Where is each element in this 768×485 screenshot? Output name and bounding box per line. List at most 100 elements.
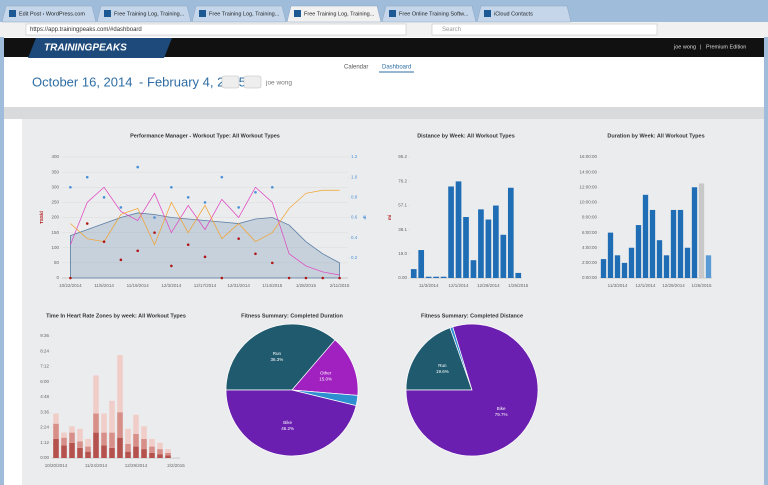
bar xyxy=(485,219,492,278)
y-axis-label: mi xyxy=(387,215,392,220)
data-dot xyxy=(321,276,325,280)
tab[interactable] xyxy=(1,5,97,23)
bar-segment xyxy=(85,446,91,452)
pie-slice xyxy=(225,323,336,391)
bar-segment xyxy=(53,423,59,439)
refresh-button[interactable] xyxy=(221,75,240,89)
app-header xyxy=(4,38,764,57)
tab[interactable] xyxy=(96,5,192,23)
search-placeholder: Search xyxy=(442,27,461,33)
bar-segment xyxy=(117,412,123,438)
tab-title: Free Training Log, Training... xyxy=(209,11,280,17)
slice-label: Other xyxy=(320,370,332,375)
bar-segment xyxy=(133,446,139,458)
y-tick-label: 300 xyxy=(51,184,59,189)
data-dot xyxy=(170,264,173,268)
pie-slice xyxy=(405,323,539,457)
x-tick-label: 2/2/2015 xyxy=(167,463,185,468)
y-tick-label: 4:00:00 xyxy=(582,245,598,250)
y-tick-label: 8:00:00 xyxy=(582,215,598,220)
data-dot xyxy=(220,175,224,179)
x-tick-label: 10/22/2014 xyxy=(59,283,82,288)
x-tick-label: 12/31/2014 xyxy=(227,283,250,288)
bar-segment xyxy=(141,449,147,458)
y-tick-label: 10:00:00 xyxy=(579,200,597,205)
bar-segment xyxy=(125,444,131,452)
url-bar[interactable] xyxy=(25,23,407,36)
bar xyxy=(410,269,417,278)
slice-value: 36.3% xyxy=(270,357,283,362)
bar-segment xyxy=(69,432,75,443)
x-tick-label: 1/26/2015 xyxy=(691,283,712,288)
bar xyxy=(500,234,507,278)
x-tick-label: 12/29/2014 xyxy=(662,283,685,288)
bar xyxy=(663,255,670,278)
data-dot xyxy=(237,237,240,240)
bar xyxy=(614,255,621,278)
data-dot xyxy=(136,165,140,169)
bar-segment xyxy=(125,428,131,445)
nav-calendar[interactable]: Calendar xyxy=(344,65,368,71)
bar-segment xyxy=(165,452,171,456)
bar xyxy=(418,250,425,278)
y-tick-label: 7:12 xyxy=(40,364,49,369)
line xyxy=(70,186,340,276)
bar xyxy=(493,205,499,278)
y-axis-label: TSS/d xyxy=(39,211,44,224)
user-name[interactable]: joe wong xyxy=(673,44,696,50)
expand-button[interactable] xyxy=(243,75,262,89)
bar-segment xyxy=(85,438,91,447)
y-tick-label: 400 xyxy=(51,154,59,159)
bar-segment xyxy=(77,441,83,448)
y-tick-label: 200 xyxy=(51,215,59,220)
x-tick-label: 1/26/2015 xyxy=(508,283,529,288)
bar xyxy=(515,272,522,278)
chart-title: Time In Heart Rate Zones by week: All Wo… xyxy=(46,313,186,319)
date-end: February 4, 2015 xyxy=(147,74,246,89)
y-tick-label: 0 xyxy=(56,275,59,280)
y-tick-label: 8:24 xyxy=(40,348,49,353)
y-tick-label: 12:00:00 xyxy=(579,184,597,189)
data-dot xyxy=(102,240,106,243)
tab[interactable] xyxy=(191,5,287,23)
y-tick-label: 50 xyxy=(54,260,60,265)
bar-segment xyxy=(141,426,147,439)
y-tick-label: 250 xyxy=(51,200,59,205)
data-dot xyxy=(270,261,274,265)
search-bar[interactable] xyxy=(431,23,658,36)
bar-segment xyxy=(69,442,75,458)
data-dot xyxy=(287,276,291,280)
pie-slice xyxy=(291,339,359,396)
tab-icon xyxy=(294,10,301,17)
bar-segment xyxy=(157,442,163,450)
logo[interactable]: TRAININGPEAKS xyxy=(44,43,127,54)
nav-dashboard[interactable]: Dashboard xyxy=(382,65,411,71)
bar xyxy=(642,194,649,278)
y2-tick-label: 0.4 xyxy=(351,235,358,240)
slice-value: 19.6% xyxy=(436,369,449,374)
tab[interactable] xyxy=(286,5,382,23)
chart-title: Distance by Week: All Workout Types xyxy=(417,133,515,139)
data-dot xyxy=(270,185,274,189)
y-tick-label: 14:00:00 xyxy=(579,169,597,174)
line xyxy=(70,189,340,246)
data-dot xyxy=(153,231,156,234)
x-tick-label: 12/29/2014 xyxy=(125,463,148,468)
bar-segment xyxy=(165,455,171,458)
tab[interactable] xyxy=(381,5,477,23)
tab-icon xyxy=(9,10,16,17)
tab-icon xyxy=(104,10,111,17)
bar xyxy=(649,209,656,278)
data-dot xyxy=(153,216,156,219)
tab[interactable] xyxy=(476,5,572,23)
toolbar-strip xyxy=(4,107,764,119)
bar xyxy=(607,232,614,278)
bar-segment xyxy=(149,438,155,447)
bar-segment xyxy=(157,454,163,458)
y-tick-label: 38.1 xyxy=(398,227,407,232)
y-tick-label: 150 xyxy=(51,230,59,235)
bar-segment xyxy=(157,449,163,455)
bar-segment xyxy=(149,446,155,453)
y-tick-label: 6:00:00 xyxy=(582,230,598,235)
bar xyxy=(705,255,712,278)
